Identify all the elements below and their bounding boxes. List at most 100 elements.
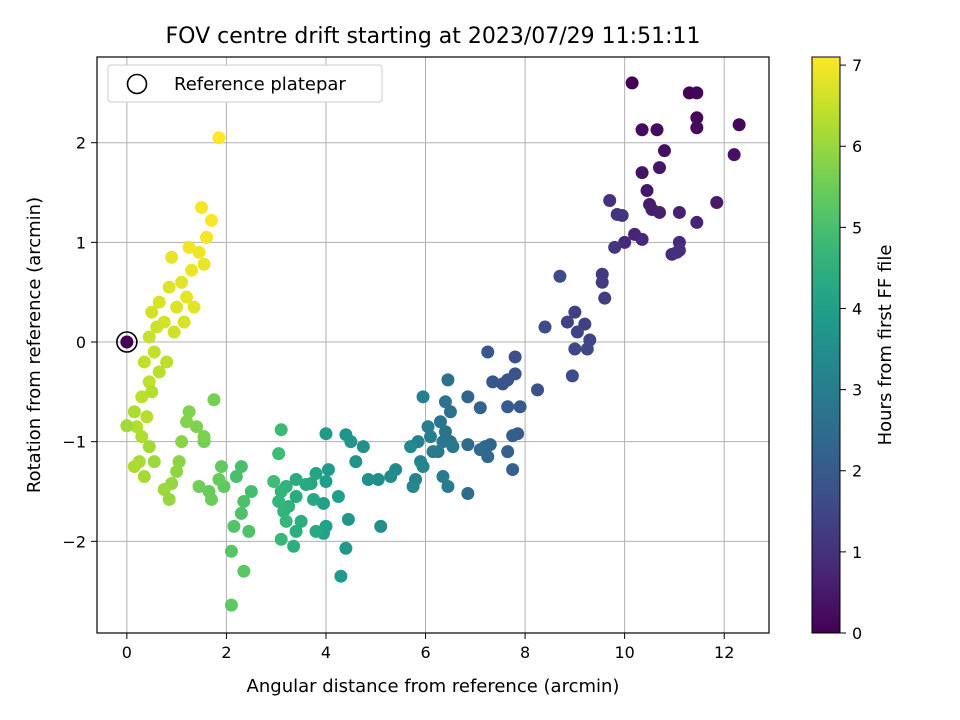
data-point [461,438,475,452]
data-point [197,257,211,271]
data-point [319,427,333,441]
colorbar-label: Hours from first FF file [875,245,896,446]
data-point [207,393,221,407]
data-point [214,460,228,474]
data-point [234,460,248,474]
data-point [319,475,333,489]
data-point [190,420,204,434]
data-point [652,161,666,175]
data-point [180,290,194,304]
data-point [438,395,452,409]
data-point [690,121,704,135]
data-point [237,564,251,578]
data-point [501,445,515,459]
data-point [212,473,226,487]
y-tick-label: −1 [62,433,86,452]
data-point [473,401,487,415]
legend-box [107,64,383,103]
colorbar-tick-label: 0 [852,624,862,643]
data-point [727,148,741,162]
colorbar-ticks: 0 1 2 3 4 5 6 7 [840,56,862,643]
y-tick-label: 0 [76,333,86,352]
data-point [289,489,303,503]
data-point [618,235,632,249]
data-point [361,473,375,487]
data-point [272,447,286,461]
data-point [595,275,609,289]
data-point [172,455,186,469]
data-point [486,375,500,389]
data-point [287,539,301,553]
data-point [424,430,438,444]
data-point [140,410,154,424]
data-point [371,473,385,487]
y-tick-label: 1 [76,233,86,252]
data-point [672,243,686,257]
data-point [204,213,218,227]
data-point [309,467,323,481]
data-point [531,383,545,397]
data-point [274,532,288,546]
data-point [436,435,450,449]
scatter-points [116,76,746,612]
y-tick-label: 2 [76,134,86,153]
data-point [657,144,671,158]
data-point [652,205,666,219]
data-point [598,291,612,305]
data-point [244,484,258,498]
data-point [732,118,746,132]
data-point [152,365,166,379]
plot-area [96,56,770,634]
reference-marker [116,331,138,353]
data-point [279,514,293,528]
data-point [137,355,151,369]
data-point [341,512,355,526]
data-point [461,486,475,500]
data-point [672,205,686,219]
colorbar-tick-label: 5 [852,218,862,237]
data-point [299,478,313,492]
data-point [177,315,191,329]
data-point [182,240,196,254]
data-point [443,405,457,419]
data-point [234,506,248,520]
data-point [473,443,487,457]
data-point [568,342,582,356]
data-point [513,400,527,414]
data-point [175,435,189,449]
data-point [274,484,288,498]
data-point [175,275,189,289]
data-point [481,345,495,359]
data-point [560,315,574,329]
data-point [200,230,214,244]
data-point [349,455,363,469]
x-axis-label: Angular distance from reference (arcmin) [247,676,620,697]
data-point [580,342,594,356]
data-point [441,373,455,387]
data-point [127,405,141,419]
data-point [321,463,335,477]
data-point [635,123,649,137]
data-point [289,473,303,487]
data-point [162,280,176,294]
data-point [421,420,435,434]
data-point [438,425,452,439]
data-point [229,470,243,484]
data-point [506,463,520,477]
data-point [224,544,238,558]
x-tick-label: 2 [221,643,231,662]
data-point [137,470,151,484]
data-point [147,455,161,469]
x-tick-label: 6 [420,643,430,662]
data-point [334,569,348,583]
data-point [170,465,184,479]
data-point [224,598,238,612]
data-point [309,524,323,538]
data-point [406,480,420,494]
data-point [356,440,370,454]
x-tick-label: 0 [122,643,132,662]
data-point [436,470,450,484]
data-point [242,524,256,538]
data-point [635,166,649,180]
